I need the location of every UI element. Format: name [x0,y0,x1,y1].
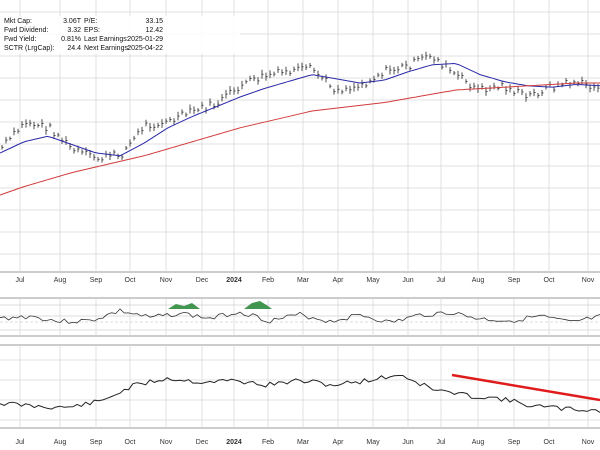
x-tick-label-bottom: Oct [544,439,555,446]
x-tick-label-bottom: Nov [582,439,595,446]
x-tick-label: Mar [297,277,310,284]
x-tick-label: Oct [125,277,136,284]
stats-box: Mkt Cap: 3.06T Fwd Dividend: 3.32 Fwd Yi… [0,16,240,54]
x-tick-label-bottom: Sep [508,439,521,446]
rsi-line [0,308,600,324]
relative-strength-line [0,375,600,413]
stat-label: Fwd Dividend: [4,27,49,34]
x-tick-label-bottom: Jul [16,439,25,446]
x-tick-label-bottom: Nov [160,439,173,446]
x-tick-label-bottom: Aug [54,439,67,446]
ma200-line [0,82,600,196]
x-tick-label: Apr [333,277,345,284]
stat-label: Fwd Yield: [4,36,37,43]
x-tick-label: Jun [402,277,413,284]
x-tick-label-bottom: Jun [402,439,413,446]
stat-label: Next Earnings: [84,45,130,52]
x-tick-label: Dec [196,277,209,284]
stat-value: 3.32 [67,27,81,34]
rsi-overbought-fill [244,301,272,309]
x-tick-label: Jul [16,277,25,284]
x-tick-label-bottom: 2024 [226,439,242,446]
x-tick-label: Aug [54,277,67,284]
x-tick-label: Oct [544,277,555,284]
x-tick-label-bottom: Oct [125,439,136,446]
stat-value: 0.81% [61,36,81,43]
x-tick-label: May [366,277,380,284]
rsi-overbought-fill [168,303,200,309]
x-tick-label: Sep [508,277,521,284]
x-tick-label: 2024 [226,277,242,284]
x-tick-label-bottom: Dec [196,439,209,446]
stat-value: 33.15 [145,18,163,25]
stat-label: P/E: [84,18,98,25]
x-tick-label: Nov [160,277,173,284]
x-tick-label-bottom: Mar [297,439,310,446]
stat-value: 3.06T [63,18,81,25]
trendline [451,373,600,402]
x-tick-label-bottom: Feb [262,439,274,446]
stat-label: EPS: [84,27,100,34]
x-tick-label-bottom: Apr [333,439,345,446]
ma50-line [0,62,600,157]
stat-value: 12.42 [145,27,163,34]
stat-value: 2025-01-29 [127,36,163,43]
stat-value: 2025-04-22 [127,45,163,52]
x-tick-label-bottom: Jul [437,439,446,446]
x-tick-label-bottom: May [366,439,380,446]
x-tick-label-bottom: Aug [472,439,485,446]
x-tick-label: Feb [262,277,274,284]
x-tick-label: Aug [472,277,485,284]
x-tick-label: Nov [582,277,595,284]
x-tick-label: Sep [90,277,103,284]
stat-value: 24.4 [67,45,81,52]
x-tick-label-bottom: Sep [90,439,103,446]
stat-label: SCTR (LrgCap): [4,45,55,52]
stat-label: Last Earnings: [84,36,129,43]
stat-label: Mkt Cap: [4,18,33,25]
x-tick-label: Jul [437,277,446,284]
